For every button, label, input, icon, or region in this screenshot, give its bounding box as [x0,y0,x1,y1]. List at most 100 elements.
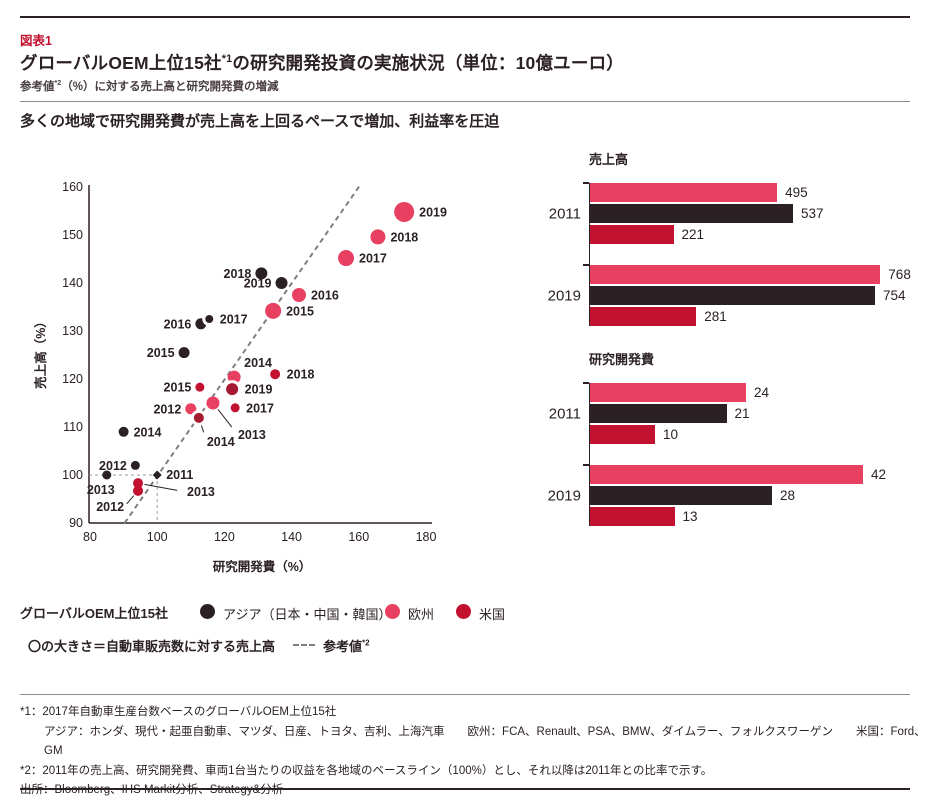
bar-value-label: 221 [681,227,705,242]
point-year-label: 2013 [87,483,115,497]
scatter-point-europe-2016 [291,288,306,302]
baseline-label: 2011 [166,468,193,482]
bar-row: 281 [590,307,928,326]
x-tick-label: 180 [416,530,437,544]
point-year-label: 2015 [286,304,314,318]
bar [590,425,655,444]
subtitle-rest: （%）に対する売上高と研究開発費の増減 [61,81,279,93]
point-year-label: 2014 [134,425,162,439]
asia-dot-icon [200,604,215,619]
title-footnote-mark: *1 [221,53,233,66]
baseline-point [152,470,162,480]
scatter-point-asia-2015 [178,347,190,359]
subtitle-rule [20,101,910,102]
scatter-point-europe-2019 [394,201,415,222]
point-year-label: 2019 [419,205,447,219]
legend-row-notes: 〇の大きさ＝自動車販売数に対する売上高 参考値*2 [20,632,540,656]
scatter-point-us-2013 [133,478,144,489]
bar [590,183,778,202]
bar-value-label: 24 [754,385,770,400]
bubble-size-note: 〇の大きさ＝自動車販売数に対する売上高 [28,639,276,654]
point-year-label: 2019 [244,277,272,291]
us-dot-icon [456,604,471,619]
title-main: グローバルOEM上位15社 [20,53,222,73]
reference-line-icon [293,644,315,646]
point-year-label: 2012 [153,402,181,416]
y-tick-label: 100 [62,468,83,482]
scatter-point-europe-2017 [338,250,355,267]
y-tick-label: 90 [69,516,83,530]
point-year-label: 2012 [99,459,127,473]
y-tick-label: 160 [62,180,83,194]
scatter-plot: 90 100 110 120 130 140 150 160 80 100 120 140 160 180… [33,180,447,574]
point-year-label: 2014 [207,435,235,449]
figure-subtitle: 参考値*2（%）に対する売上高と研究開発費の増減 [20,78,278,94]
bar [590,204,793,223]
bar-group-2011: 2011 495 537 221 [549,182,928,244]
point-year-label: 2018 [390,230,418,244]
subtitle-footnote-mark: *2 [54,79,62,88]
bar-group-label: 2019 [547,287,581,304]
rd-chart-title: 研究開発費 [589,352,655,367]
bar [590,265,881,284]
legend-label-us: 米国 [479,607,506,622]
bar-group-2011: 2011 24 21 10 [549,382,928,444]
point-year-label: 2014 [244,356,272,370]
y-axis-title: 売上高（%） [33,315,48,389]
bar-value-label: 13 [682,509,698,524]
x-axis-title: 研究開発費（%） [213,559,312,574]
y-tick-label: 110 [63,420,83,434]
sales-chart-title: 売上高 [589,152,629,167]
bar [590,404,727,423]
scatter-point-europe-2018 [370,229,386,245]
bar-row: 21 [590,404,928,423]
bar [590,465,863,484]
key-message: 多くの地域で研究開発費が売上高を上回るペースで増加、利益率を圧迫 [20,113,500,130]
scatter-point-asia-2012 [130,460,140,470]
x-tick-label: 140 [281,530,302,544]
scatter-point-europe-2012 [185,403,197,415]
point-year-label: 2017 [246,401,274,415]
scatter-point-us-2019 [223,380,242,399]
rd-bar-chart: 研究開発費 2011 24 21 10 2019 42 28 13 [548,352,928,526]
point-year-label: 2018 [224,267,252,281]
legend-title: グローバルOEM上位15社 [20,605,168,621]
footnote-1: *1：2017年自動車生産台数ベースのグローバルOEM上位15社 [20,706,337,718]
y-tick-label: 150 [62,228,83,242]
bar-row: 537 [590,204,928,223]
point-year-label: 2017 [220,313,248,327]
label-leader [217,408,233,428]
bar-group-label: 2011 [548,205,581,222]
reference-line-label: 参考値*2 [323,638,370,654]
europe-dot-icon [385,604,400,619]
point-year-label: 2018 [287,368,315,382]
scatter-point-asia-2014 [118,426,129,437]
point-year-label: 2012 [96,500,124,514]
y-tick-label: 130 [62,324,83,338]
bar-group-2019: 2019 42 28 13 [548,464,928,526]
rd-bars: 2011 24 21 10 2019 42 28 13 [548,382,928,526]
bar-row: 495 [590,183,928,202]
bar-value-label: 281 [704,309,727,324]
x-tick-label: 120 [214,530,235,544]
subtitle-pre: 参考値 [20,81,55,93]
scatter-point-asia-2017 [202,312,217,326]
bar-value-label: 768 [888,267,911,282]
bar-row: 10 [590,425,928,444]
sales-bar-chart: 売上高 2011 495 537 221 2019 768 754 281 [548,152,928,326]
scatter-point-us-2012 [133,485,144,496]
bar-row: 28 [590,486,928,505]
scatter-point-us-2017 [227,400,243,416]
reference-line [123,184,362,524]
point-year-label: 2019 [245,383,273,397]
x-tick-label: 100 [147,530,168,544]
bar-row: 768 [590,265,928,284]
scatter-point-europe-2015 [265,302,282,319]
point-year-label: 2013 [187,485,215,499]
label-leader [126,495,135,505]
bar-group-2019: 2019 768 754 281 [548,264,928,326]
title-rest: の研究開発投資の実施状況（単位：10億ユーロ） [232,53,624,73]
bar-value-label: 10 [663,427,679,442]
footnotes: *1：2017年自動車生産台数ベースのグローバルOEM上位15社 アジア：ホンダ… [20,703,930,801]
bar-value-label: 754 [883,288,906,303]
